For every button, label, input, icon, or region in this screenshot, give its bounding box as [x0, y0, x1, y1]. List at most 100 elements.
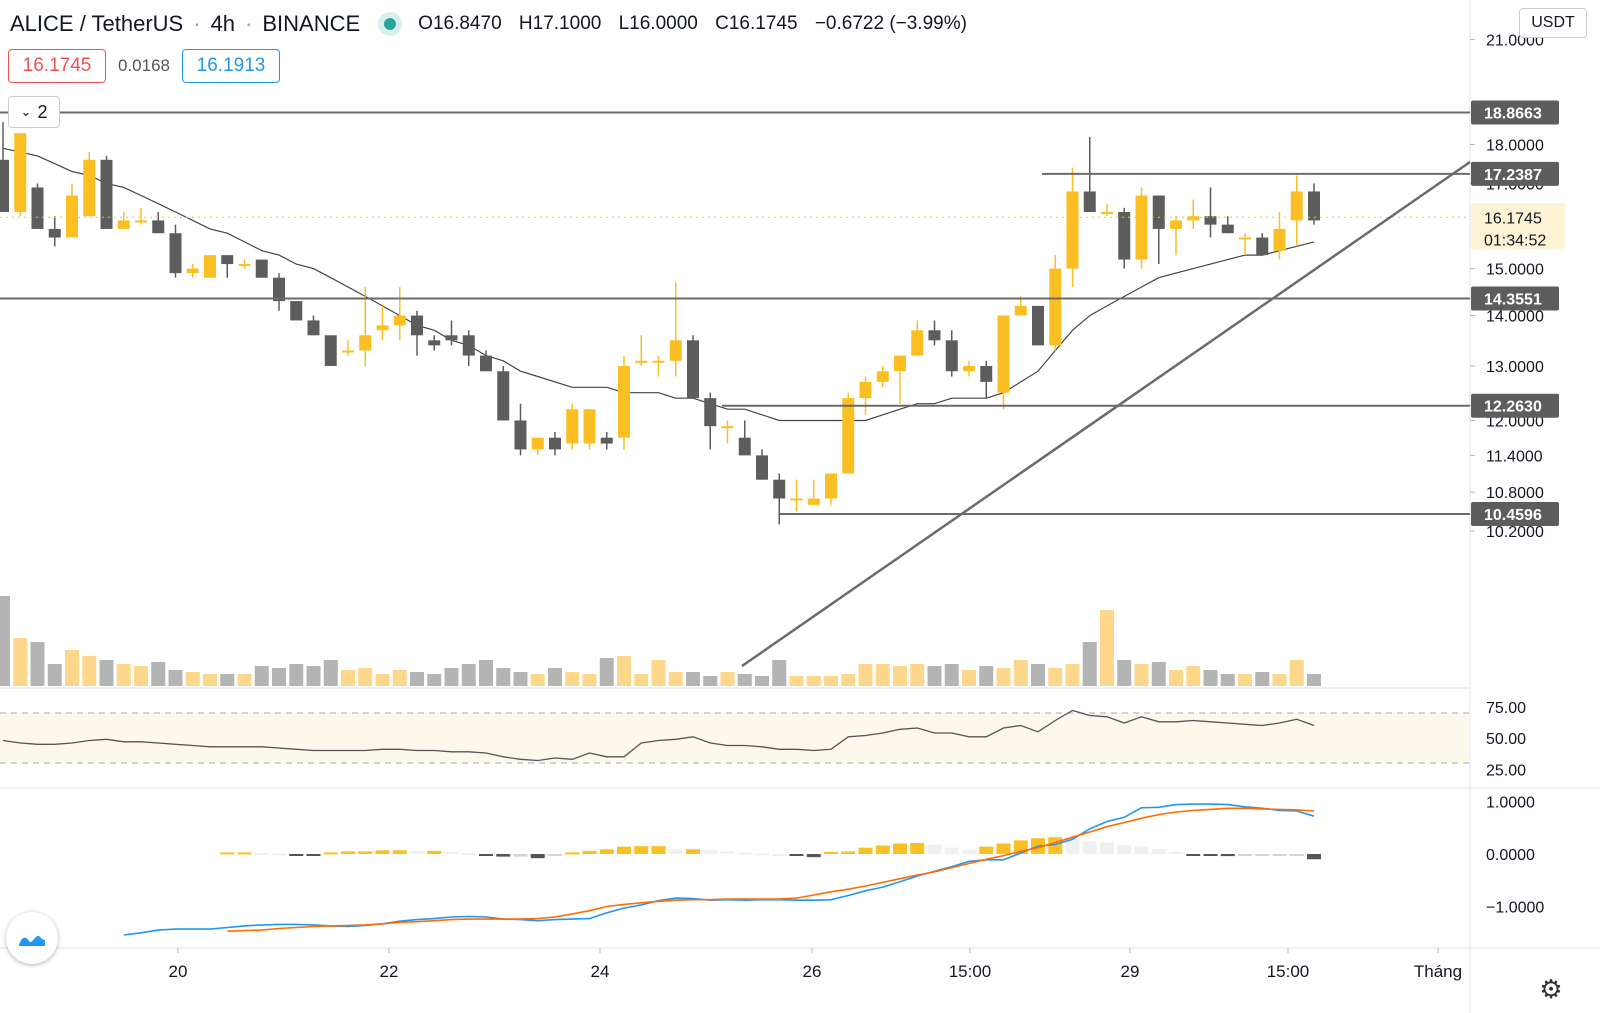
candle-body	[204, 255, 216, 278]
indicator-collapse-button[interactable]: ⌄ 2	[8, 96, 60, 128]
macd-histogram-bar	[927, 844, 942, 854]
macd-line	[123, 803, 1315, 936]
macd-histogram-bar	[1186, 854, 1201, 856]
currency-button[interactable]: USDT	[1519, 8, 1587, 38]
volume-bar	[979, 666, 994, 686]
open-value: O16.8470	[418, 13, 502, 34]
level-price-label: 14.3551	[1484, 292, 1542, 309]
level-price-label: 12.2630	[1484, 399, 1542, 416]
sell-price-button[interactable]: 16.1745	[8, 49, 106, 83]
candle-body	[359, 335, 372, 351]
volume-bar	[1048, 668, 1063, 686]
candle-body	[152, 220, 165, 234]
macd-histogram-bar	[565, 852, 580, 855]
exchange-label: BINANCE	[262, 11, 361, 36]
candle-body	[1273, 228, 1286, 251]
volume-bar	[47, 664, 62, 686]
rsi-line	[2, 709, 1315, 762]
candle-body	[0, 159, 9, 213]
volume-bar	[496, 668, 511, 686]
candle-body	[66, 195, 78, 238]
volume-bar	[1100, 610, 1114, 686]
candle-body	[411, 315, 423, 336]
candle-body	[255, 259, 268, 278]
symbol-name[interactable]: ALICE / TetherUS	[10, 11, 184, 36]
volume-bar	[185, 672, 200, 686]
volume-bar	[841, 674, 856, 686]
macd-histogram-bar	[996, 843, 1011, 854]
candle-body	[618, 365, 630, 438]
volume-bar	[444, 668, 459, 686]
candle-body	[1239, 237, 1251, 240]
volume-bar	[0, 596, 10, 686]
volume-bar	[1134, 664, 1149, 686]
candle-body	[1135, 195, 1148, 260]
time-tick-label: 29	[1121, 962, 1140, 981]
macd-tick-label: 1.0000	[1486, 795, 1535, 812]
volume-bar	[806, 676, 821, 686]
volume-bar	[1186, 666, 1201, 686]
macd-histogram-bar	[1203, 854, 1218, 856]
volume-bar	[772, 660, 787, 686]
candle-body	[100, 159, 113, 229]
macd-histogram-bar	[962, 849, 976, 854]
rsi-tick-label: 75.00	[1486, 700, 1526, 717]
price-axis: 10.2000 10.8000 11.4000 12.0000 13.0000 14.00…	[1470, 33, 1565, 917]
rsi-tick-label: 50.00	[1486, 731, 1526, 748]
macd-histogram-bar	[1272, 854, 1287, 856]
volume-bar	[927, 666, 942, 686]
candle-body	[514, 420, 527, 450]
macd-histogram-bar	[341, 851, 355, 854]
macd-histogram-bar	[254, 852, 269, 855]
volume-bar	[634, 674, 649, 686]
macd-signal-line	[227, 807, 1315, 932]
candle-body	[669, 340, 682, 361]
volume-bar	[565, 672, 580, 686]
candle-body	[911, 330, 924, 356]
macd-histogram-bar	[410, 850, 424, 854]
candle-body	[531, 437, 544, 450]
candle-body	[135, 220, 147, 223]
last-price-tag	[1471, 203, 1565, 250]
macd-tick-label: −1.0000	[1486, 900, 1544, 917]
symbol-header: ALICE / TetherUS · 4h · BINANCE O16.8470…	[10, 10, 979, 38]
volume-bar	[548, 668, 562, 686]
macd-histogram-bar	[220, 852, 235, 855]
macd-histogram-bar	[375, 850, 390, 854]
volume-bar	[289, 664, 304, 686]
macd-histogram-bar	[1065, 838, 1080, 854]
candle-body	[290, 301, 303, 321]
candle-body	[273, 277, 285, 302]
macd-histogram-bar	[686, 849, 700, 854]
buy-price-button[interactable]: 16.1913	[182, 49, 280, 83]
chevron-down-icon: ⌄	[20, 104, 32, 119]
candle-body	[221, 255, 234, 265]
candle-body	[738, 437, 751, 456]
volume-bar	[1220, 674, 1235, 686]
level-price-label: 18.8663	[1484, 106, 1542, 123]
candle-body	[997, 315, 1010, 393]
volume-bar	[358, 668, 373, 686]
macd-histogram-bar	[599, 849, 614, 854]
interval-label[interactable]: 4h	[210, 11, 236, 36]
macd-histogram-bar	[461, 852, 476, 855]
tradingview-logo-icon[interactable]	[6, 912, 58, 964]
price-tick-label: 12.0000	[1486, 413, 1544, 430]
macd-histogram-bar	[548, 854, 562, 856]
volume-bar	[341, 670, 355, 686]
volume-bar	[168, 670, 183, 686]
candlesticks	[0, 122, 1320, 525]
high-value: H17.1000	[518, 13, 602, 34]
time-tick-label: 20	[169, 962, 188, 981]
candle-body	[583, 409, 596, 444]
macd-histogram-bar	[944, 847, 959, 854]
volume-bar	[1203, 670, 1218, 686]
rsi-tick-label: 25.00	[1486, 762, 1526, 779]
macd-histogram-bar	[1169, 851, 1183, 854]
settings-gear-icon[interactable]: ⚙	[1539, 974, 1563, 1004]
volume-bar	[1238, 674, 1252, 686]
price-tick-label: 14.0000	[1486, 309, 1544, 326]
macd-histogram-bar	[806, 854, 821, 858]
candle-body	[566, 409, 579, 444]
